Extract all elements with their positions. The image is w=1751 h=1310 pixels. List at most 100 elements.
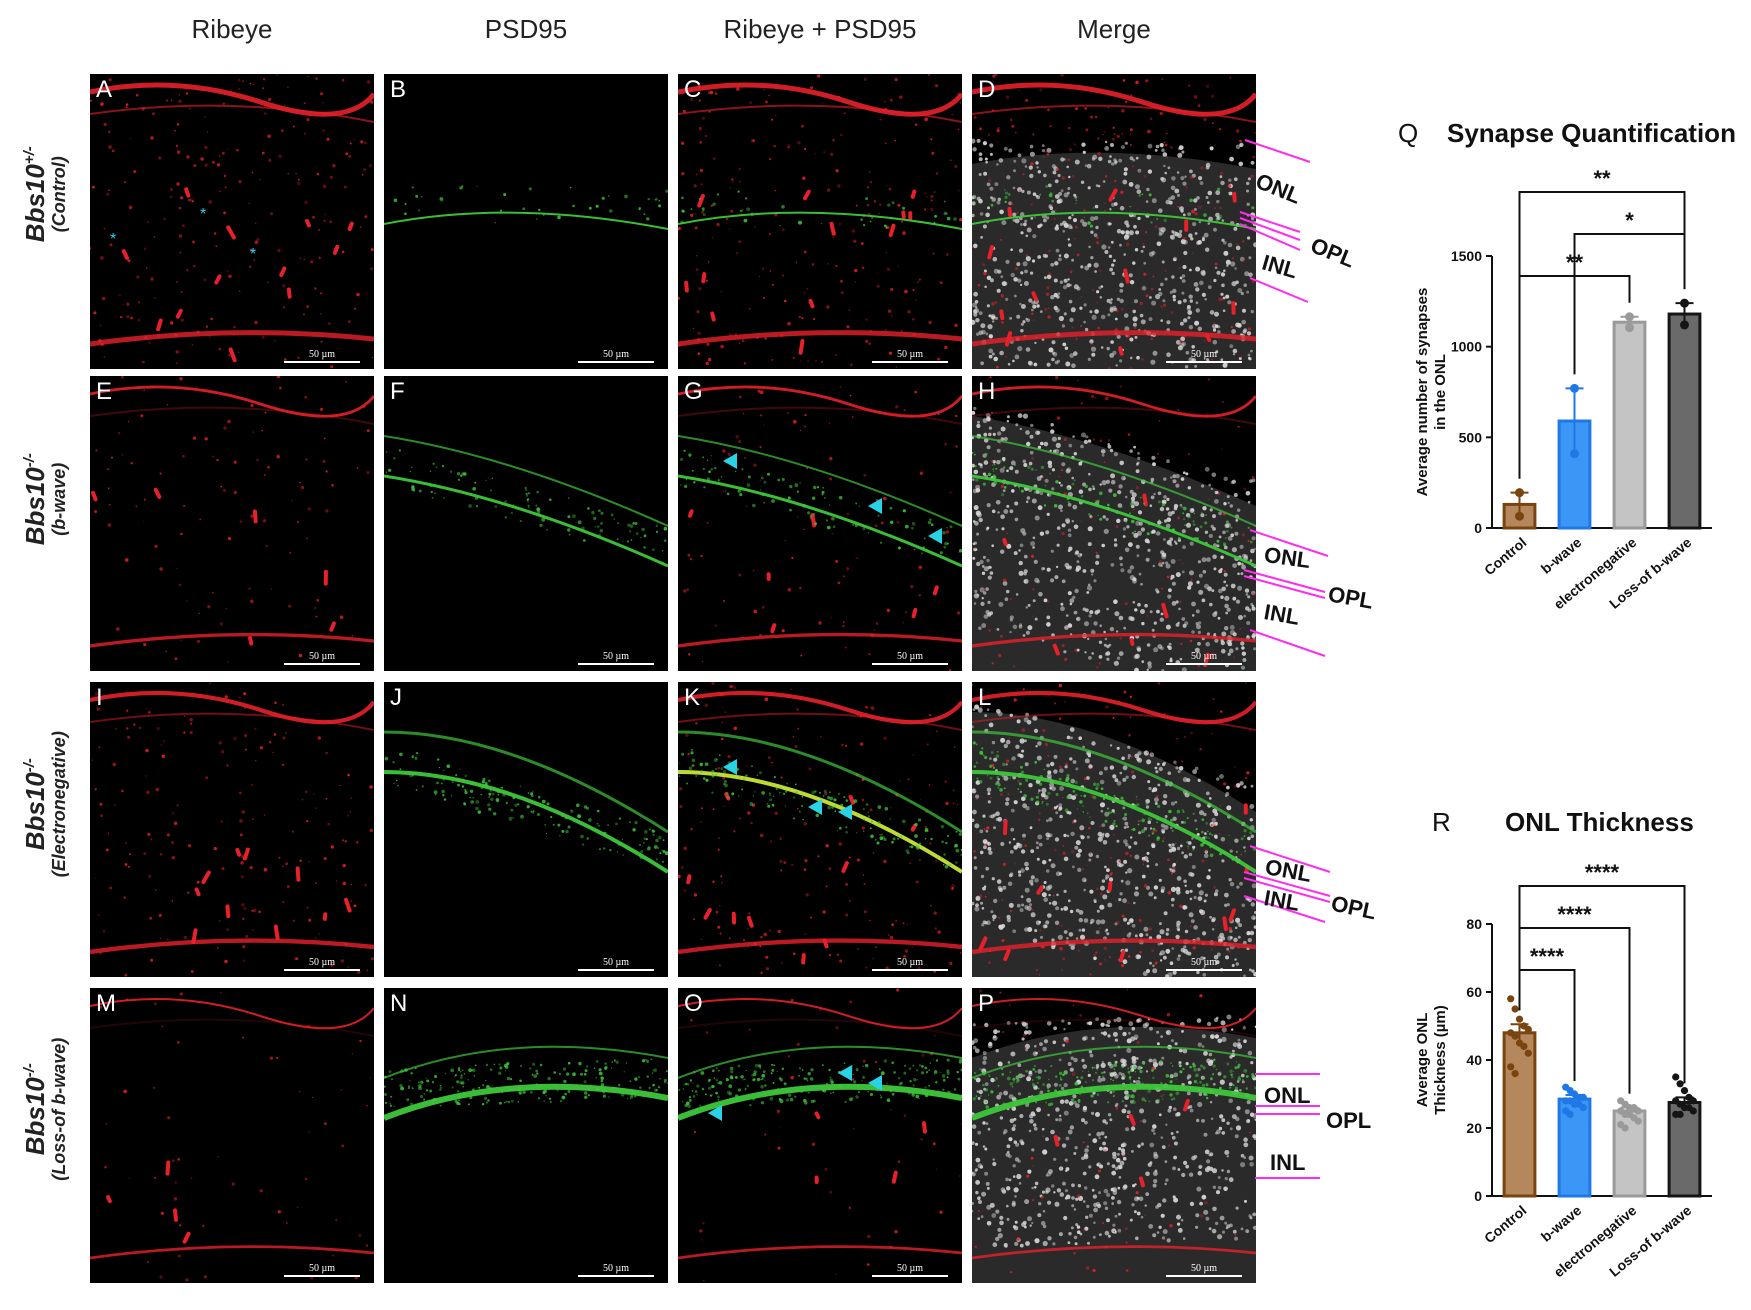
panel-letter: A xyxy=(96,76,113,103)
x-tick-label: b-wave xyxy=(1538,534,1585,577)
synapse-quantification-chart: 0 500 1000 1500 Average number of synapsesin… xyxy=(1414,166,1712,612)
scale-bar-label: 50 µm xyxy=(1190,957,1218,968)
scale-bar-line xyxy=(1166,1275,1242,1277)
layer-boundary-line xyxy=(1239,223,1301,251)
scale-bar-line xyxy=(284,663,360,665)
scale-bar: 50 µm xyxy=(284,957,360,971)
psd95-signal xyxy=(678,187,962,230)
significance-bracket: **** xyxy=(1518,860,1686,1084)
scale-bar: 50 µm xyxy=(1166,1263,1242,1277)
scale-bar-line xyxy=(1166,361,1242,363)
y-tick-label: 500 xyxy=(1459,429,1483,445)
ribeye-signal xyxy=(90,74,374,369)
microscopy-panel: I 50 µm xyxy=(90,682,374,977)
scale-bar: 50 µm xyxy=(284,349,360,363)
psd95-signal xyxy=(972,730,1256,874)
layer-label-opl: OPL xyxy=(1326,1108,1372,1133)
arrowhead-icon xyxy=(838,804,852,820)
scale-bar-line xyxy=(1166,969,1242,971)
ribeye-signal xyxy=(972,682,1256,976)
ribeye-signal xyxy=(90,991,374,1282)
ribeye-signal xyxy=(678,382,962,671)
scale-bar: 50 µm xyxy=(872,651,948,665)
layer-boundary-line xyxy=(1239,217,1301,241)
arrowhead-icon xyxy=(723,759,737,775)
data-point xyxy=(1566,1110,1574,1118)
arrowhead-markers xyxy=(723,759,852,820)
chart-r-letter: R xyxy=(1432,807,1451,837)
scale-bar-label: 50 µm xyxy=(308,1263,336,1274)
layer-boundary-line xyxy=(1249,529,1329,557)
y-axis-label: Average ONLThickness (µm) xyxy=(1414,1005,1449,1115)
panel-letter: C xyxy=(684,76,702,103)
panel-letter: D xyxy=(978,76,996,103)
scale-bar: 50 µm xyxy=(578,651,654,665)
scale-bar-label: 50 µm xyxy=(602,651,630,662)
panel-letter: H xyxy=(978,378,996,405)
data-point xyxy=(1520,1042,1528,1050)
scale-bar-label: 50 µm xyxy=(602,1263,630,1274)
y-tick-label: 60 xyxy=(1466,984,1482,1000)
y-tick-label: 1000 xyxy=(1451,339,1482,355)
ribeye-signal xyxy=(972,988,1256,1274)
ribeye-signal xyxy=(678,682,962,975)
data-point xyxy=(1570,449,1579,459)
arrowhead-markers xyxy=(708,1065,882,1121)
x-tick-label: Control xyxy=(1481,534,1529,578)
ribeye-signal xyxy=(90,376,374,663)
panel-letter: K xyxy=(684,684,701,711)
ribeye-signal xyxy=(972,74,1256,369)
y-tick-label: 80 xyxy=(1466,916,1482,932)
significance-label: **** xyxy=(1530,944,1565,969)
bar xyxy=(1502,1031,1537,1198)
ribeye-signal xyxy=(972,376,1256,669)
microscopy-panel: N 50 µm xyxy=(384,988,668,1283)
microscopy-panel: J 50 µm xyxy=(384,682,668,977)
scale-bar-label: 50 µm xyxy=(1190,349,1218,360)
asterisk-marker: * xyxy=(200,206,206,223)
bar xyxy=(1667,1101,1702,1198)
scale-bar-label: 50 µm xyxy=(308,349,336,360)
significance-label: * xyxy=(1625,208,1634,233)
arrowhead-icon xyxy=(868,1075,882,1091)
data-point xyxy=(1676,1080,1684,1088)
layer-boundary-line xyxy=(1249,277,1309,303)
significance-bracket: * xyxy=(1573,208,1686,375)
microscopy-panel: E 50 µm xyxy=(90,376,374,671)
data-point xyxy=(1676,1110,1684,1118)
data-point xyxy=(1625,312,1634,322)
layer-label-inl: INL xyxy=(1270,1150,1306,1175)
panel-letter: O xyxy=(684,990,703,1017)
chart-q-letter: Q xyxy=(1398,118,1419,148)
microscopy-panel: M 50 µm xyxy=(90,988,374,1283)
data-point xyxy=(1680,298,1689,308)
scale-bar-line xyxy=(578,969,654,971)
scale-bar-label: 50 µm xyxy=(602,349,630,360)
significance-label: **** xyxy=(1557,902,1592,927)
nuclei-layer xyxy=(972,406,1256,671)
arrowhead-icon xyxy=(723,453,737,469)
data-point xyxy=(1634,1117,1642,1125)
microscopy-panel: D 50 µm xyxy=(972,74,1256,369)
data-point xyxy=(1689,1107,1697,1115)
panel-letter: N xyxy=(390,990,408,1017)
panel-letter: M xyxy=(96,990,116,1017)
data-point xyxy=(1511,1070,1519,1078)
data-point xyxy=(1570,383,1579,393)
scale-bar: 50 µm xyxy=(872,349,948,363)
microscopy-panel: C 50 µm xyxy=(678,74,962,369)
microscopy-panel: L 50 µm xyxy=(972,682,1256,977)
psd95-signal xyxy=(384,1045,668,1121)
y-tick-label: 0 xyxy=(1474,1188,1482,1204)
data-point xyxy=(1507,995,1515,1003)
layer-boundary-line xyxy=(1243,569,1326,593)
scale-bar: 50 µm xyxy=(578,349,654,363)
scale-bar-line xyxy=(872,969,948,971)
scale-bar-label: 50 µm xyxy=(896,957,924,968)
panel-letter: I xyxy=(96,684,103,711)
data-point xyxy=(1515,1015,1524,1023)
chart-q-title: Synapse Quantification xyxy=(1447,118,1736,148)
column-header-ribeye-psd95: Ribeye + PSD95 xyxy=(723,14,917,44)
layer-boundary-line xyxy=(1249,845,1331,873)
panel-letter: L xyxy=(978,684,992,711)
